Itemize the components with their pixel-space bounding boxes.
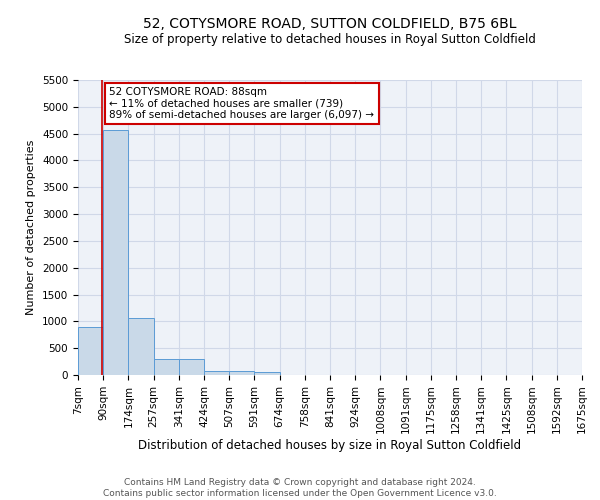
Bar <box>78 328 103 375</box>
Text: 52, COTYSMORE ROAD, SUTTON COLDFIELD, B75 6BL: 52, COTYSMORE ROAD, SUTTON COLDFIELD, B7… <box>143 18 517 32</box>
Y-axis label: Number of detached properties: Number of detached properties <box>26 140 37 315</box>
Bar <box>204 370 229 375</box>
Bar <box>229 370 254 375</box>
Text: Size of property relative to detached houses in Royal Sutton Coldfield: Size of property relative to detached ho… <box>124 32 536 46</box>
Bar <box>103 130 128 375</box>
X-axis label: Distribution of detached houses by size in Royal Sutton Coldfield: Distribution of detached houses by size … <box>139 439 521 452</box>
Text: 52 COTYSMORE ROAD: 88sqm
← 11% of detached houses are smaller (739)
89% of semi-: 52 COTYSMORE ROAD: 88sqm ← 11% of detach… <box>109 87 374 120</box>
Bar <box>128 318 154 375</box>
Bar <box>254 372 280 375</box>
Bar <box>154 360 179 375</box>
Text: Contains HM Land Registry data © Crown copyright and database right 2024.
Contai: Contains HM Land Registry data © Crown c… <box>103 478 497 498</box>
Bar <box>179 360 204 375</box>
